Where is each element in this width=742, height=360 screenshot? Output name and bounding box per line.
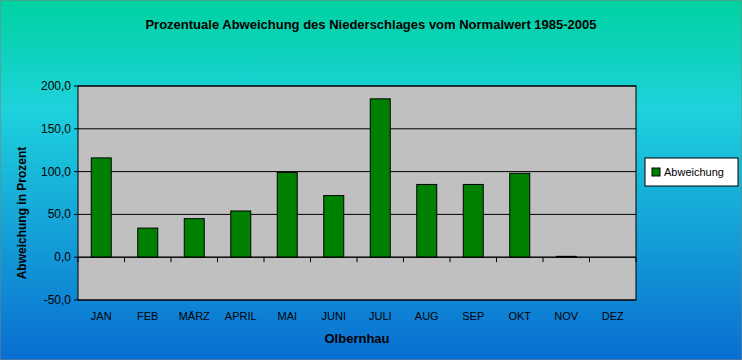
grid-line [78,171,636,172]
x-tick [264,257,265,262]
y-tick [74,86,78,87]
x-tick [543,257,544,262]
x-axis-label: Olbernhau [324,331,389,346]
y-tick-label: 100,0 [41,165,71,179]
y-tick-label: 150,0 [41,122,71,136]
y-tick [74,300,78,301]
legend-swatch [652,168,660,176]
bar [463,184,483,257]
y-tick [74,171,78,172]
x-tick-label: AUG [415,310,439,322]
legend-label: Abweichung [664,166,724,178]
grid-line [78,214,636,215]
x-tick [589,257,590,262]
x-tick [171,257,172,262]
bars [91,99,576,257]
x-tick [357,257,358,262]
chart: Prozentuale Abweichung des Niederschlage… [0,0,742,360]
bar [277,172,297,257]
x-tick [78,257,79,262]
plot-frame [78,86,636,300]
y-tick-label: 0,0 [54,250,71,264]
x-tick-label: SEP [462,310,484,322]
x-tick [403,257,404,262]
y-tick-label: 200,0 [41,79,71,93]
bar [510,173,530,257]
x-tick [496,257,497,262]
bar [324,196,344,258]
x-tick-label: MÄRZ [179,310,210,322]
y-tick [74,128,78,129]
x-tick-label: OKT [508,310,531,322]
y-tick-label: 50,0 [48,207,72,221]
y-tick [74,257,78,258]
legend-box [645,158,738,186]
x-tick-label: APRIL [225,310,257,322]
bar [231,211,251,257]
bar [370,99,390,257]
y-tick [74,214,78,215]
background [0,0,742,360]
x-tick-label: FEB [137,310,158,322]
x-tick [310,257,311,262]
bar [417,184,437,257]
x-tick-label: JULI [369,310,392,322]
x-tick [124,257,125,262]
plot-area [78,86,636,300]
legend: Abweichung [645,158,738,186]
x-tick [636,257,637,262]
title: Prozentuale Abweichung des Niederschlage… [145,17,596,32]
y-tick-label: -50,0 [44,293,72,307]
x-tick-label: MAI [277,310,297,322]
x-tick-label: JAN [91,310,112,322]
x-tick-label: NOV [554,310,579,322]
bar [91,158,111,257]
grid-line [78,128,636,129]
bar [184,219,204,258]
x-tick [450,257,451,262]
bar [138,228,158,257]
x-tick-label: JUNI [322,310,346,322]
x-tick [217,257,218,262]
x-tick-label: DEZ [602,310,624,322]
y-axis-label: Abweichung in Prozent [15,147,29,280]
